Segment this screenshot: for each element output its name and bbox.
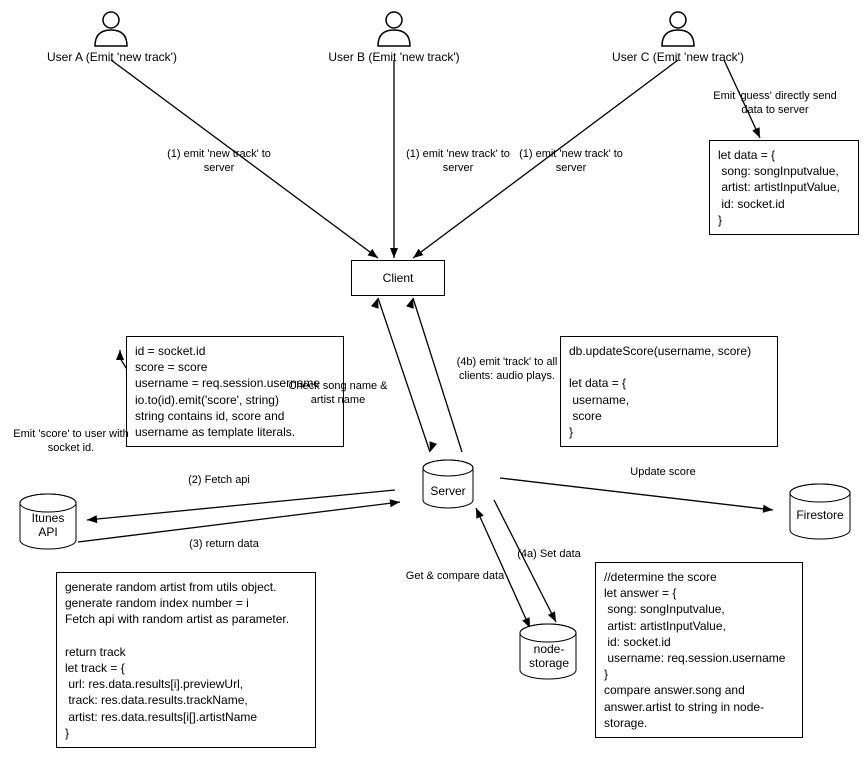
node-firestore-label: Firestore [792, 508, 848, 522]
box-updatescore: db.updateScore(username, score) let data… [560, 336, 778, 447]
edge-server-itunes: (2) Fetch api [174, 474, 264, 488]
box-itunes: generate random artist from utils object… [56, 572, 316, 748]
node-server-label: Server [430, 484, 466, 498]
node-client: Client [351, 260, 445, 296]
box-answer: //determine the score let answer = { son… [595, 562, 803, 738]
edge-uc-data: Emit 'guess' directly send data to serve… [710, 90, 840, 118]
edge-server-firestore: Update score [618, 466, 708, 480]
edge-server-nodestorage-down: (4a) Set data [504, 548, 594, 562]
box-userc-data: let data = { song: songInputvalue, artis… [709, 140, 859, 235]
actor-user-b-label: User B (Emit 'new track') [324, 50, 464, 64]
actor-user-c [662, 12, 694, 46]
edge-itunes-server: (3) return data [174, 538, 274, 552]
edge-ua-client: (1) emit 'new track' to server [154, 148, 284, 176]
actor-user-a-label: User A (Emit 'new track') [42, 50, 182, 64]
edge-server-client-score: Emit 'score' to user with socket id. [6, 428, 136, 456]
edge-server-nodestorage-side: Get & compare data [395, 570, 515, 584]
edge-client-server-left: Check song name & artist name [278, 380, 398, 408]
node-itunes-label: Itunes API [23, 511, 73, 539]
edge-ub-client: (1) emit 'new track' to server [398, 148, 518, 176]
actor-user-b [378, 12, 410, 46]
edge-uc-client: (1) emit 'new track' to server [506, 148, 636, 176]
actor-user-a [95, 12, 127, 46]
edge-client-server-right: (4b) emit 'track' to all clients: audio … [442, 356, 572, 384]
node-nodestorage-label: node- storage [521, 642, 577, 670]
actor-user-c-label: User C (Emit 'new track') [608, 50, 748, 64]
